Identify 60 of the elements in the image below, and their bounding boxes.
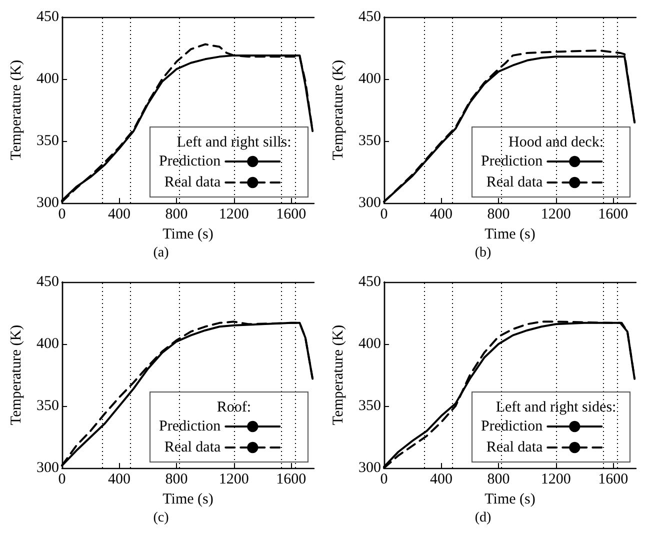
x-axis-title: Time (s) xyxy=(484,226,536,242)
x-tick-label: 1200 xyxy=(540,206,571,222)
y-tick-label: 350 xyxy=(36,133,59,149)
x-tick-label: 1200 xyxy=(540,472,571,488)
text: (b) xyxy=(474,246,492,260)
x-tick-label: 0 xyxy=(58,472,66,488)
x-tick-label: 400 xyxy=(108,206,131,222)
x-tick-label: 800 xyxy=(165,472,188,488)
y-tick-label: 300 xyxy=(358,460,381,476)
legend-label: Real data xyxy=(164,174,221,190)
legend-title: Left and right sills: xyxy=(176,134,292,150)
legend-label: Real data xyxy=(486,440,543,456)
y-tick-label: 400 xyxy=(36,336,59,352)
x-tick-label: 1600 xyxy=(276,206,306,222)
x-tick-label: 1600 xyxy=(598,206,628,222)
y-tick-label: 450 xyxy=(36,9,59,25)
y-axis-title: Temperature (K) xyxy=(8,60,24,160)
y-tick-label: 350 xyxy=(358,133,381,149)
legend-title: Left and right sides: xyxy=(496,400,616,416)
y-tick-label: 300 xyxy=(358,195,381,211)
y-tick-label: 300 xyxy=(36,460,59,476)
x-tick-label: 800 xyxy=(487,472,510,488)
x-axis-title: Time (s) xyxy=(162,226,214,242)
y-tick-label: 300 xyxy=(36,195,59,211)
x-tick-label: 0 xyxy=(380,206,388,222)
y-tick-label: 350 xyxy=(36,398,59,414)
x-tick-label: 800 xyxy=(165,206,188,222)
legend-label: Real data xyxy=(164,440,221,456)
legend-label: Prediction xyxy=(159,418,222,434)
x-axis-title: Time (s) xyxy=(162,492,214,508)
x-tick-label: 400 xyxy=(108,472,131,488)
x-axis-title: Time (s) xyxy=(484,492,536,508)
legend-title: Roof: xyxy=(216,400,252,416)
y-tick-label: 400 xyxy=(36,71,59,87)
legend-title: Hood and deck: xyxy=(508,134,604,150)
y-tick-label: 400 xyxy=(358,71,381,87)
y-axis-title: Temperature (K) xyxy=(330,60,346,160)
legend-label: Real data xyxy=(486,174,543,190)
legend-label: Prediction xyxy=(481,418,544,434)
y-tick-label: 450 xyxy=(358,274,381,290)
x-tick-label: 400 xyxy=(430,206,453,222)
y-tick-label: 400 xyxy=(358,336,381,352)
x-tick-label: 0 xyxy=(58,206,66,222)
x-tick-label: 1200 xyxy=(218,206,249,222)
text: (c) xyxy=(153,510,170,526)
y-tick-label: 350 xyxy=(358,398,381,414)
x-tick-label: 0 xyxy=(380,472,388,488)
legend-label: Prediction xyxy=(159,154,222,170)
y-axis-title: Temperature (K) xyxy=(8,324,24,426)
y-tick-label: 450 xyxy=(358,9,381,25)
x-tick-label: 400 xyxy=(430,472,453,488)
x-tick-label: 1600 xyxy=(598,472,628,488)
x-tick-label: 1600 xyxy=(276,472,306,488)
y-tick-label: 450 xyxy=(36,274,59,290)
x-tick-label: 800 xyxy=(487,206,510,222)
text: (a) xyxy=(153,246,170,260)
text: (d) xyxy=(474,510,492,526)
y-axis-title: Temperature (K) xyxy=(330,324,346,426)
legend-label: Prediction xyxy=(481,154,544,170)
x-tick-label: 1200 xyxy=(218,472,249,488)
